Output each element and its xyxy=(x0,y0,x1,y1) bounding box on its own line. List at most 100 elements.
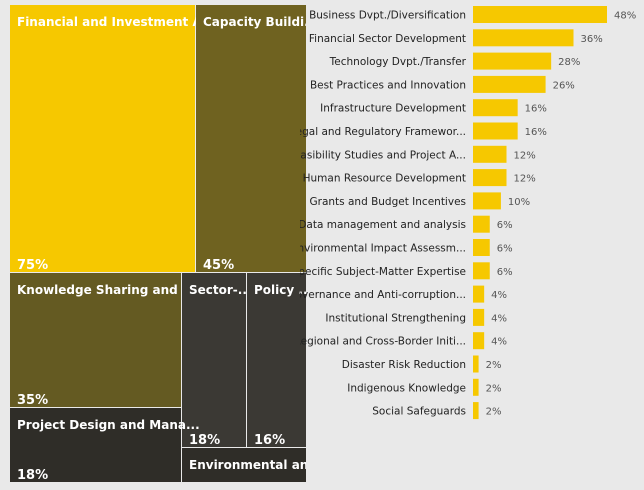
treemap-tile-rect xyxy=(10,408,181,482)
bar-row[interactable]: Financial Sector Development 36% xyxy=(309,29,603,47)
treemap-tile-value: 45% xyxy=(203,258,234,273)
treemap-tile[interactable]: Knowledge Sharing and ... 35% xyxy=(10,273,196,408)
treemap-tile-value: 35% xyxy=(17,393,48,408)
bar-value-label: 12% xyxy=(514,174,536,185)
bar-value-label: 2% xyxy=(486,360,502,371)
treemap-tile[interactable]: Financial and Investment A... 75% xyxy=(10,5,216,273)
treemap-tile-rect xyxy=(182,448,306,482)
bar-row[interactable]: Social Safeguards 2% xyxy=(372,402,502,420)
bar-value-label: 28% xyxy=(558,57,580,68)
bar xyxy=(473,402,479,420)
category-label: Technology Dvpt./Transfer xyxy=(329,56,467,68)
treemap-tile-label: Capacity Buildi... xyxy=(203,15,306,29)
treemap-tile-rect xyxy=(182,273,246,447)
bar xyxy=(473,262,490,280)
treemap-tile-label: Environmental an... xyxy=(189,458,306,472)
bar xyxy=(473,355,479,373)
category-label: Social Safeguards xyxy=(372,406,466,418)
category-label: Data management and analysis xyxy=(300,219,466,231)
bar xyxy=(473,99,518,117)
bar-value-label: 2% xyxy=(486,383,502,394)
bar xyxy=(473,239,490,256)
category-label: Disaster Risk Reduction xyxy=(342,359,466,371)
treemap-tile-label: Project Design and Mana... xyxy=(17,418,200,432)
bar-row[interactable]: Feasibility Studies and Project A... 12% xyxy=(289,145,536,163)
bar-row[interactable]: Best Practices and Innovation 26% xyxy=(310,75,575,93)
bar-row[interactable]: Environmental Impact Assessm... 6% xyxy=(291,239,513,256)
treemap-chart: Financial and Investment A... 75% Capacity… xyxy=(10,5,322,483)
treemap-tile-value: 75% xyxy=(17,258,48,273)
bar-row[interactable]: Human Resource Development 12% xyxy=(303,169,536,187)
treemap-tile-value: 18% xyxy=(189,433,220,448)
bar-value-label: 36% xyxy=(581,34,603,45)
treemap-tile-value: 18% xyxy=(17,468,48,482)
bar-value-label: 6% xyxy=(497,267,513,278)
category-label: Business Dvpt./Diversification xyxy=(309,10,466,22)
bar-row[interactable]: Technology Dvpt./Transfer 28% xyxy=(329,52,581,70)
category-label: Feasibility Studies and Project A... xyxy=(300,149,466,161)
bar-value-label: 6% xyxy=(497,220,513,231)
bar-row[interactable]: Legal and Regulatory Framewor... 16% xyxy=(290,122,547,140)
treemap-tile[interactable]: Capacity Buildi... 45% xyxy=(196,5,318,273)
treemap-tile-rect xyxy=(196,5,306,272)
bar-value-label: 4% xyxy=(491,337,507,348)
bar xyxy=(473,122,518,140)
category-label: Environmental Impact Assessm... xyxy=(300,243,466,255)
bar-value-label: 6% xyxy=(497,244,513,255)
treemap-tile[interactable]: Policy ... 16% xyxy=(247,273,312,448)
bar xyxy=(473,285,485,303)
bar xyxy=(473,332,485,350)
bar-row[interactable]: Regional and Cross-Border Initi... 4% xyxy=(294,332,507,350)
bar-row[interactable]: Infrastructure Development 16% xyxy=(320,99,547,117)
treemap-tile-label: Financial and Investment A... xyxy=(17,15,216,29)
category-label: Human Resource Development xyxy=(303,173,466,185)
treemap-tile-rect xyxy=(247,273,306,447)
bar xyxy=(473,52,552,70)
bar xyxy=(473,75,546,93)
bar-value-label: 48% xyxy=(614,11,636,22)
bar xyxy=(473,215,490,233)
bar-chart: Business Dvpt./Diversification 48% Financi… xyxy=(287,0,644,486)
category-label: Institutional Strengthening xyxy=(325,312,466,324)
bar-row[interactable]: Specific Subject-Matter Expertise 6% xyxy=(292,262,513,280)
bar-row[interactable]: Data management and analysis 6% xyxy=(298,215,513,233)
category-label: Governance and Anti-corruption... xyxy=(300,289,466,301)
category-label: Financial Sector Development xyxy=(309,33,466,45)
category-label: Indigenous Knowledge xyxy=(347,382,466,394)
treemap-tile-rect xyxy=(10,5,195,272)
bar-value-label: 12% xyxy=(514,150,536,161)
bar-value-label: 4% xyxy=(491,290,507,301)
bar xyxy=(473,169,507,187)
bar-row[interactable]: Governance and Anti-corruption... 4% xyxy=(287,285,507,303)
treemap-tile[interactable]: Sector-... 18% xyxy=(182,273,251,448)
bar-row[interactable]: Disaster Risk Reduction 2% xyxy=(342,355,502,373)
category-label: Regional and Cross-Border Initi... xyxy=(300,336,466,348)
category-label: Legal and Regulatory Framewor... xyxy=(300,126,466,138)
bar xyxy=(473,6,607,23)
bar xyxy=(473,145,507,163)
category-label: Infrastructure Development xyxy=(320,103,466,115)
bar-value-label: 26% xyxy=(553,80,575,91)
bar xyxy=(473,308,485,326)
category-label: Best Practices and Innovation xyxy=(310,79,466,91)
bar-row[interactable]: Indigenous Knowledge 2% xyxy=(347,378,502,396)
bar-value-label: 16% xyxy=(525,127,547,138)
treemap-tile-label: Sector-... xyxy=(189,283,251,297)
treemap-tile-rect xyxy=(10,273,181,407)
treemap-tile[interactable]: Project Design and Mana... 18% xyxy=(10,408,200,483)
bar xyxy=(473,192,501,210)
bar-row[interactable]: Institutional Strengthening 4% xyxy=(325,308,507,326)
bar-row[interactable]: Grants and Budget Incentives 10% xyxy=(310,192,531,210)
treemap-tile-label: Policy ... xyxy=(254,283,306,297)
treemap-tile-label: Knowledge Sharing and ... xyxy=(17,283,196,297)
treemap-tile-value: 16% xyxy=(254,433,285,448)
category-label: Grants and Budget Incentives xyxy=(310,196,466,208)
bar-value-label: 10% xyxy=(508,197,530,208)
bar xyxy=(473,29,574,47)
bar-value-label: 2% xyxy=(486,407,502,418)
treemap-tile[interactable]: Environmental an... xyxy=(182,448,322,482)
bar-value-label: 16% xyxy=(525,104,547,115)
bar-row[interactable]: Business Dvpt./Diversification 48% xyxy=(309,6,636,23)
bar xyxy=(473,378,479,396)
bar-value-label: 4% xyxy=(491,313,507,324)
